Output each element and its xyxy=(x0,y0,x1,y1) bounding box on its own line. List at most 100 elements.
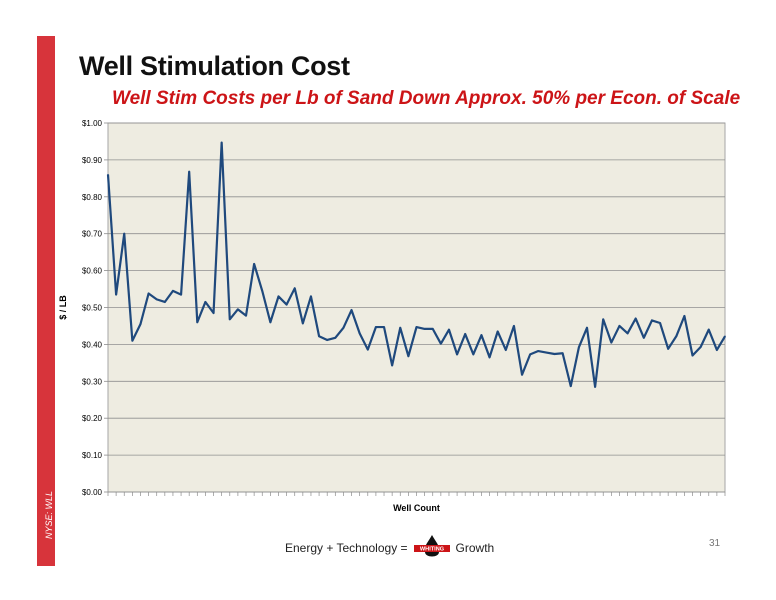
data-point xyxy=(472,353,475,356)
data-point xyxy=(269,321,272,324)
footer-left-text: Energy + Technology = xyxy=(285,541,408,555)
y-tick-label: $0.40 xyxy=(82,340,103,349)
data-point xyxy=(399,326,402,329)
data-point xyxy=(196,321,199,324)
data-point xyxy=(440,342,442,345)
data-point xyxy=(529,353,531,356)
data-point xyxy=(261,290,264,292)
data-point xyxy=(155,298,158,301)
data-point xyxy=(561,352,564,355)
data-point xyxy=(724,335,726,338)
x-axis-ticks xyxy=(107,492,726,496)
data-point xyxy=(643,336,645,339)
data-point xyxy=(123,232,126,235)
data-point xyxy=(237,308,239,311)
data-point xyxy=(675,335,678,338)
data-point xyxy=(407,355,410,358)
data-point xyxy=(115,293,117,296)
accent-side-bar xyxy=(37,36,55,566)
data-point xyxy=(188,170,190,173)
data-point xyxy=(586,326,588,329)
logo-text: WHITING xyxy=(419,547,443,553)
data-point xyxy=(107,173,109,176)
data-point xyxy=(683,315,686,317)
data-point xyxy=(659,322,661,324)
data-point xyxy=(545,351,548,354)
data-point xyxy=(164,301,166,303)
data-point xyxy=(245,314,247,317)
data-point xyxy=(464,333,467,335)
data-point xyxy=(431,328,434,330)
data-point xyxy=(358,332,361,335)
data-point xyxy=(172,290,174,292)
data-point xyxy=(318,335,320,338)
data-point xyxy=(626,332,629,335)
data-point xyxy=(521,373,523,376)
data-point xyxy=(423,328,426,330)
slide-title: Well Stimulation Cost xyxy=(79,51,350,81)
y-axis-label: $ / LB xyxy=(58,295,68,320)
data-point xyxy=(342,326,345,329)
data-point xyxy=(139,323,142,325)
data-point xyxy=(569,385,572,387)
y-tick-label: $0.20 xyxy=(82,414,103,423)
y-tick-label: $0.30 xyxy=(82,377,103,386)
data-point xyxy=(610,341,613,344)
y-tick-label: $0.70 xyxy=(82,230,103,239)
y-tick-label: $1.00 xyxy=(82,119,103,128)
data-point xyxy=(488,356,491,359)
data-point xyxy=(302,322,304,325)
data-point xyxy=(415,326,418,328)
y-tick-label: $0.10 xyxy=(82,451,103,460)
data-point xyxy=(651,319,653,322)
data-point xyxy=(456,353,458,356)
data-point xyxy=(716,349,718,351)
data-point xyxy=(293,287,296,290)
data-point xyxy=(707,328,710,331)
footer-tagline: Energy + Technology = WHITING Growth xyxy=(285,534,494,562)
data-point xyxy=(634,317,637,320)
data-point xyxy=(375,326,377,328)
footer-right-text: Growth xyxy=(455,541,495,555)
y-axis-tick-labels: $0.00 $0.10 $0.20 $0.30 $0.40 $0.50 $0.60 $0.70… xyxy=(82,119,103,497)
data-point xyxy=(310,295,312,298)
data-point xyxy=(618,325,621,327)
data-point xyxy=(448,328,450,331)
data-point xyxy=(496,330,499,333)
data-point xyxy=(691,354,694,357)
data-point xyxy=(277,295,280,298)
data-point xyxy=(204,301,207,303)
data-point xyxy=(285,303,288,306)
y-tick-label: $0.90 xyxy=(82,156,103,165)
slide-subtitle: Well Stim Costs per Lb of Sand Down Appr… xyxy=(112,88,741,109)
data-point xyxy=(212,312,215,314)
data-point xyxy=(699,346,702,348)
data-point xyxy=(131,339,134,342)
y-tick-label: $0.00 xyxy=(82,488,103,497)
data-point xyxy=(513,325,515,327)
data-point xyxy=(326,339,328,341)
whiting-logo-icon: WHITING xyxy=(413,535,450,557)
data-point xyxy=(366,348,369,351)
y-tick-label: $0.60 xyxy=(82,267,103,276)
data-point xyxy=(391,364,393,367)
page-number: 31 xyxy=(709,538,721,549)
data-point xyxy=(602,318,605,321)
data-point xyxy=(180,293,182,296)
data-point xyxy=(220,141,223,144)
data-point xyxy=(553,353,556,355)
data-point xyxy=(228,318,231,321)
y-tick-label: $0.50 xyxy=(82,304,103,313)
data-point xyxy=(480,334,483,336)
data-point xyxy=(383,326,385,328)
data-point xyxy=(147,292,150,295)
data-points xyxy=(107,141,726,388)
data-point xyxy=(334,336,337,339)
data-point xyxy=(505,349,507,351)
data-point xyxy=(594,386,596,388)
y-tick-label: $0.80 xyxy=(82,193,103,202)
data-point xyxy=(253,263,255,265)
data-point xyxy=(667,348,669,350)
x-axis-label: Well Count xyxy=(393,503,440,513)
